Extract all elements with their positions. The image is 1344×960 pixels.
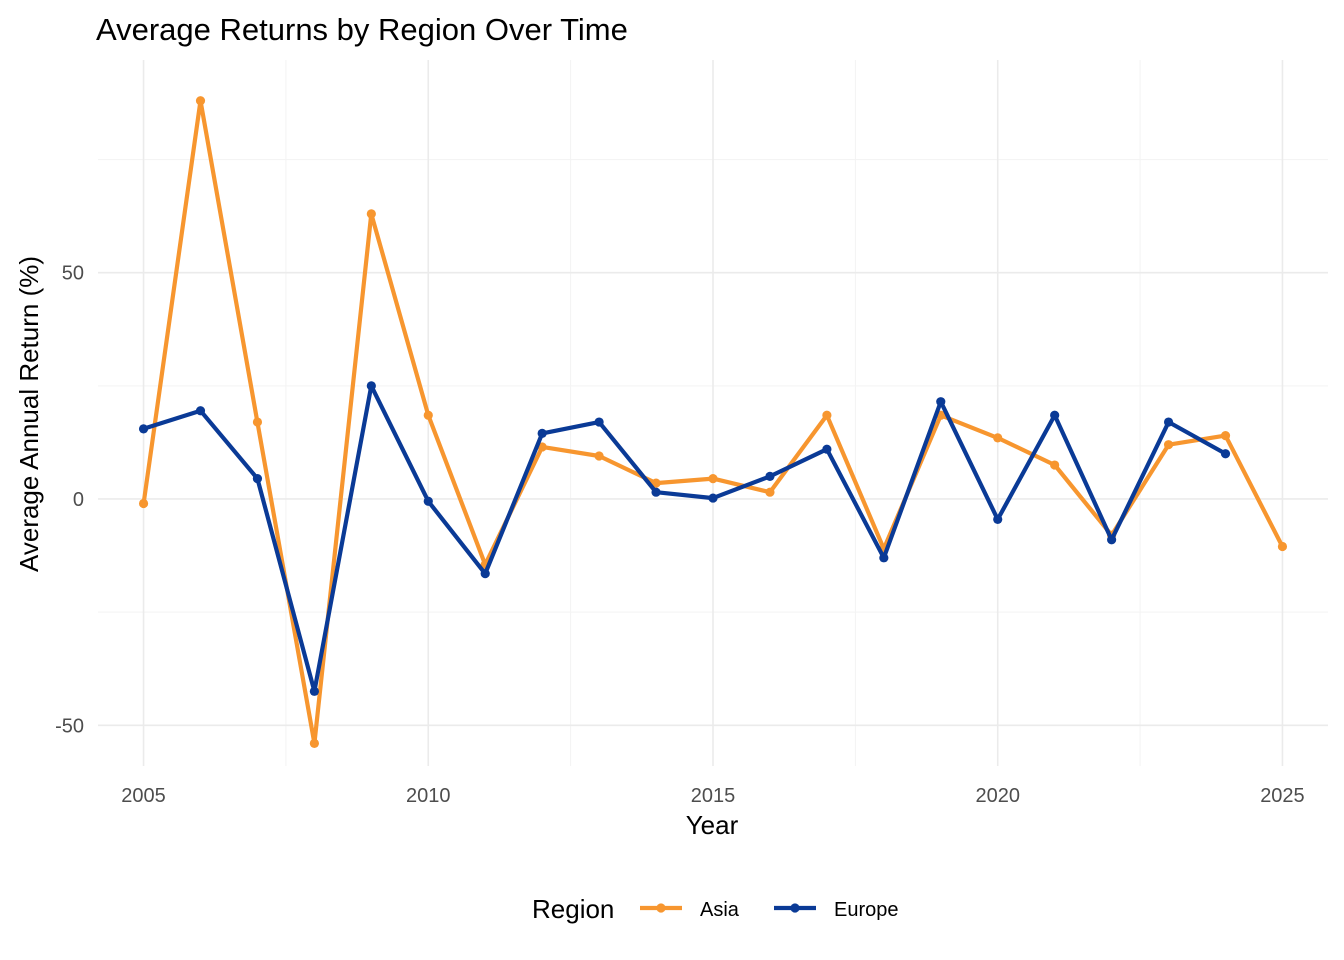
legend-key-point bbox=[790, 903, 800, 913]
data-point-asia bbox=[594, 451, 604, 461]
x-tick-label: 2005 bbox=[121, 785, 166, 807]
data-point-asia bbox=[765, 487, 775, 497]
data-point-europe bbox=[822, 444, 832, 454]
data-point-asia bbox=[1277, 541, 1288, 552]
legend-label: Europe bbox=[834, 899, 899, 921]
data-point-europe bbox=[138, 424, 149, 434]
legend-item-asia: Asia bbox=[640, 899, 740, 921]
data-point-asia bbox=[366, 209, 376, 219]
data-point-asia bbox=[1050, 460, 1060, 470]
y-axis-title: Average Annual Return (%) bbox=[14, 256, 44, 572]
data-point-asia bbox=[252, 417, 263, 427]
legend: Region Asia Europe bbox=[532, 894, 899, 924]
data-point-europe bbox=[708, 493, 718, 503]
x-tick-label: 2015 bbox=[691, 785, 736, 807]
data-point-europe bbox=[1163, 417, 1174, 427]
data-point-europe bbox=[195, 406, 206, 416]
data-point-europe bbox=[423, 496, 433, 506]
legend-label: Asia bbox=[700, 899, 740, 921]
y-axis-tick-labels: -50 0 50 bbox=[55, 263, 84, 738]
data-point-europe bbox=[366, 381, 376, 391]
data-point-asia bbox=[822, 410, 832, 420]
series-line-europe bbox=[141, 383, 1228, 694]
y-tick-label: -50 bbox=[55, 715, 84, 737]
data-point-asia bbox=[195, 96, 206, 106]
data-point-europe bbox=[480, 569, 490, 579]
data-point-asia bbox=[1220, 431, 1231, 441]
data-point-europe bbox=[1220, 449, 1231, 459]
data-point-asia bbox=[1163, 440, 1174, 450]
data-point-europe bbox=[651, 487, 661, 497]
data-point-asia bbox=[651, 478, 661, 488]
data-point-europe bbox=[537, 428, 547, 438]
x-axis-title: Year bbox=[686, 810, 739, 840]
x-tick-label: 2020 bbox=[975, 785, 1020, 807]
data-point-europe bbox=[309, 686, 319, 696]
data-point-asia bbox=[993, 433, 1003, 443]
series-europe bbox=[138, 381, 1231, 696]
data-point-europe bbox=[936, 397, 946, 407]
grid bbox=[98, 60, 1328, 766]
x-axis-tick-labels: 2005 2010 2015 2020 2025 bbox=[121, 785, 1304, 807]
series-lines bbox=[138, 96, 1288, 748]
x-tick-label: 2025 bbox=[1260, 785, 1305, 807]
data-point-europe bbox=[879, 553, 889, 563]
x-tick-label: 2010 bbox=[406, 785, 451, 807]
data-point-asia bbox=[423, 410, 433, 420]
data-point-europe bbox=[252, 474, 263, 484]
y-tick-label: 0 bbox=[73, 489, 84, 511]
data-point-europe bbox=[993, 514, 1003, 524]
data-point-asia bbox=[309, 738, 319, 748]
data-point-europe bbox=[1107, 535, 1117, 545]
data-point-europe bbox=[1050, 410, 1060, 420]
y-tick-label: 50 bbox=[62, 263, 84, 285]
data-point-asia bbox=[138, 498, 149, 509]
legend-items: Asia Europe bbox=[640, 899, 899, 921]
chart-title: Average Returns by Region Over Time bbox=[96, 12, 628, 47]
legend-item-europe: Europe bbox=[774, 899, 899, 921]
legend-key-point bbox=[656, 903, 666, 913]
data-point-europe bbox=[594, 417, 604, 427]
legend-title: Region bbox=[532, 894, 614, 924]
data-point-asia bbox=[708, 474, 718, 484]
data-point-europe bbox=[765, 471, 775, 481]
